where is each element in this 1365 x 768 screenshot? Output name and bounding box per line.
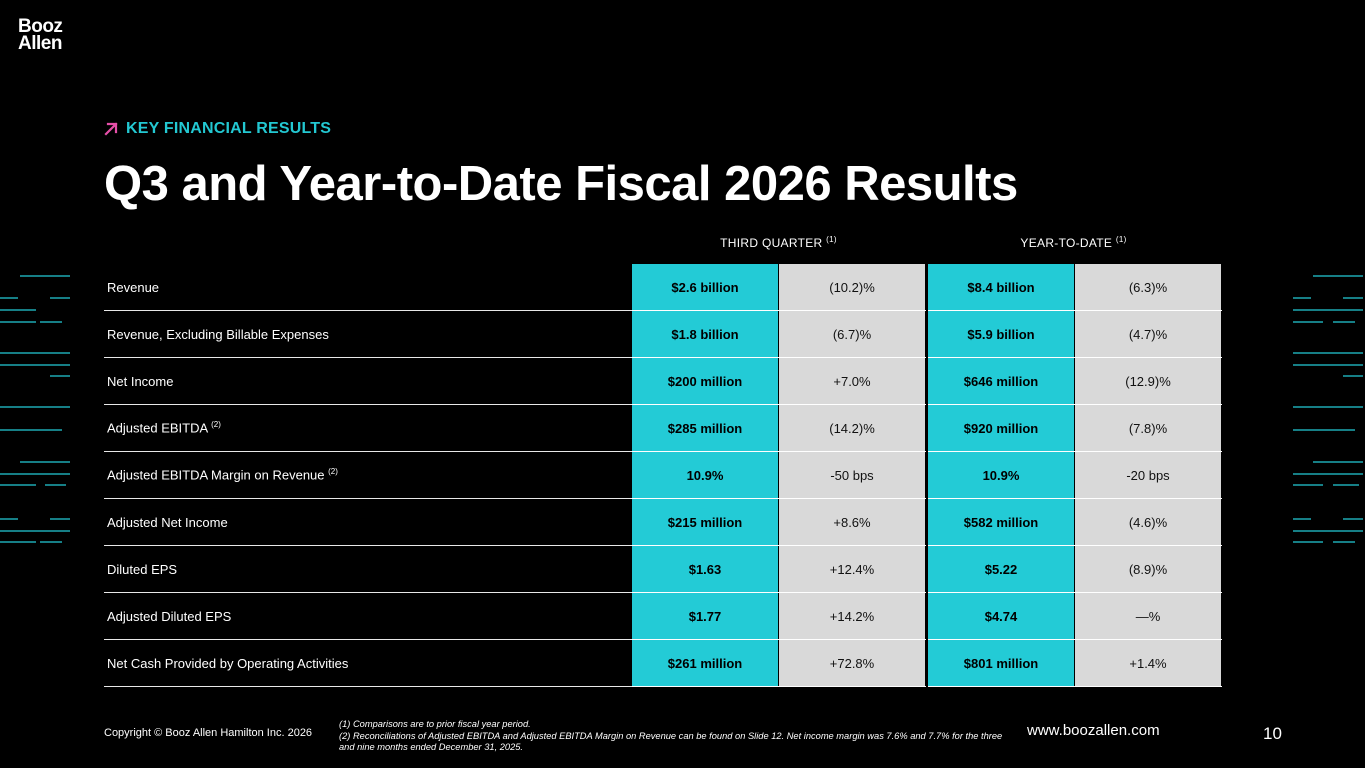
row-label-cell: Net Cash Provided by Operating Activitie… bbox=[104, 639, 632, 687]
year-to-date-change: —% bbox=[1074, 592, 1222, 640]
page-number: 10 bbox=[1263, 724, 1282, 743]
row-label: Revenue bbox=[107, 279, 160, 295]
copyright-notice: Copyright © Booz Allen Hamilton Inc. 202… bbox=[104, 727, 313, 739]
third-quarter-value: $1.8 billion bbox=[632, 310, 779, 358]
year-to-date-value: $5.22 bbox=[928, 545, 1075, 593]
third-quarter-value: 10.9% bbox=[632, 451, 779, 499]
year-to-date-value: $801 million bbox=[928, 639, 1075, 687]
table-row: Adjusted Net Income $215 million +8.6% $582… bbox=[104, 498, 1222, 546]
footnotes: (1) Comparisons are to prior fiscal year… bbox=[339, 719, 1019, 754]
row-label-cell: Adjusted Diluted EPS bbox=[104, 592, 632, 640]
year-to-date-value: $582 million bbox=[928, 498, 1075, 546]
year-to-date-change: (4.7)% bbox=[1074, 310, 1222, 358]
website-link[interactable]: www.boozallen.com bbox=[1027, 722, 1160, 739]
column-header-third-quarter: THIRD QUARTER (1) bbox=[632, 235, 925, 250]
row-label: Net Cash Provided by Operating Activitie… bbox=[107, 655, 349, 671]
column-header-label: YEAR-TO-DATE bbox=[1020, 236, 1113, 250]
third-quarter-change: +8.6% bbox=[778, 498, 926, 546]
logo-line-1: Booz bbox=[18, 16, 63, 37]
third-quarter-value: $1.77 bbox=[632, 592, 779, 640]
row-label: Net Income bbox=[107, 373, 174, 389]
year-to-date-change: (7.8)% bbox=[1074, 404, 1222, 452]
column-gap bbox=[925, 545, 928, 593]
third-quarter-value: $200 million bbox=[632, 357, 779, 405]
year-to-date-change: -20 bps bbox=[1074, 451, 1222, 499]
year-to-date-change: (8.9)% bbox=[1074, 545, 1222, 593]
column-gap bbox=[925, 451, 928, 499]
row-label-cell: Adjusted EBITDA (2) bbox=[104, 404, 632, 452]
row-label-cell: Revenue bbox=[104, 264, 632, 311]
row-label: Adjusted EBITDA Margin on Revenue bbox=[107, 467, 325, 483]
column-gap bbox=[925, 404, 928, 452]
table-row: Net Cash Provided by Operating Activitie… bbox=[104, 639, 1222, 687]
decorative-lines-left bbox=[0, 275, 70, 543]
row-label: Revenue, Excluding Billable Expenses bbox=[107, 326, 329, 342]
column-gap bbox=[925, 357, 928, 405]
column-gap bbox=[925, 264, 928, 311]
year-to-date-change: (6.3)% bbox=[1074, 264, 1222, 311]
year-to-date-change: (12.9)% bbox=[1074, 357, 1222, 405]
column-header-year-to-date: YEAR-TO-DATE (1) bbox=[926, 235, 1221, 250]
third-quarter-value: $1.63 bbox=[632, 545, 779, 593]
row-label-note: (2) bbox=[211, 420, 221, 430]
year-to-date-value: $8.4 billion bbox=[928, 264, 1075, 311]
eyebrow-text: KEY FINANCIAL RESULTS bbox=[126, 120, 332, 137]
year-to-date-value: $646 million bbox=[928, 357, 1075, 405]
third-quarter-change: +72.8% bbox=[778, 639, 926, 687]
column-gap bbox=[925, 310, 928, 358]
column-gap bbox=[925, 498, 928, 546]
row-label: Adjusted Diluted EPS bbox=[107, 608, 232, 624]
row-label-note: (2) bbox=[328, 467, 338, 477]
third-quarter-change: +7.0% bbox=[778, 357, 926, 405]
table-row: Net Income $200 million +7.0% $646 million(… bbox=[104, 357, 1222, 405]
footnote-1: (1) Comparisons are to prior fiscal year… bbox=[339, 719, 531, 729]
column-gap bbox=[925, 639, 928, 687]
table-row: Revenue, Excluding Billable Expenses $1.8… bbox=[104, 310, 1222, 358]
section-eyebrow: KEY FINANCIAL RESULTS bbox=[104, 120, 331, 138]
third-quarter-change: +12.4% bbox=[778, 545, 926, 593]
row-label-cell: Adjusted EBITDA Margin on Revenue (2) bbox=[104, 451, 632, 499]
column-header-note: (1) bbox=[1115, 235, 1127, 244]
column-gap bbox=[925, 592, 928, 640]
year-to-date-value: $920 million bbox=[928, 404, 1075, 452]
third-quarter-value: $2.6 billion bbox=[632, 264, 779, 311]
row-label: Adjusted EBITDA bbox=[107, 420, 208, 436]
year-to-date-change: +1.4% bbox=[1074, 639, 1222, 687]
third-quarter-change: +14.2% bbox=[778, 592, 926, 640]
decorative-lines-right bbox=[1293, 275, 1363, 543]
booz-allen-logo: Booz Allen bbox=[18, 16, 63, 54]
table-row: Revenue $2.6 billion (10.2)% $8.4 billion (6… bbox=[104, 264, 1222, 311]
third-quarter-value: $215 million bbox=[632, 498, 779, 546]
third-quarter-change: -50 bps bbox=[778, 451, 926, 499]
page-title: Q3 and Year-to-Date Fiscal 2026 Results bbox=[104, 157, 1018, 211]
column-header-note: (1) bbox=[826, 235, 837, 244]
year-to-date-change: (4.6)% bbox=[1074, 498, 1222, 546]
year-to-date-value: $4.74 bbox=[928, 592, 1075, 640]
row-label: Adjusted Net Income bbox=[107, 514, 228, 530]
year-to-date-value: $5.9 billion bbox=[928, 310, 1075, 358]
row-label-cell: Revenue, Excluding Billable Expenses bbox=[104, 310, 632, 358]
logo-line-2: Allen bbox=[18, 33, 62, 54]
third-quarter-value: $285 million bbox=[632, 404, 779, 452]
results-table: Revenue $2.6 billion (10.2)% $8.4 billion (6… bbox=[104, 264, 1222, 687]
year-to-date-value: 10.9% bbox=[928, 451, 1075, 499]
table-row: Adjusted EBITDA Margin on Revenue (2) 10.… bbox=[104, 451, 1222, 499]
table-row: Adjusted Diluted EPS $1.77 +14.2% $4.74 —% bbox=[104, 592, 1222, 640]
third-quarter-change: (10.2)% bbox=[778, 264, 926, 311]
row-label-cell: Adjusted Net Income bbox=[104, 498, 632, 546]
row-label: Diluted EPS bbox=[107, 561, 178, 577]
arrow-up-right-icon bbox=[104, 122, 118, 136]
row-label-cell: Net Income bbox=[104, 357, 632, 405]
row-label-cell: Diluted EPS bbox=[104, 545, 632, 593]
table-row: Adjusted EBITDA (2) $285 million (14.2)% $9… bbox=[104, 404, 1222, 452]
third-quarter-value: $261 million bbox=[632, 639, 779, 687]
third-quarter-change: (6.7)% bbox=[778, 310, 926, 358]
third-quarter-change: (14.2)% bbox=[778, 404, 926, 452]
footnote-2: (2) Reconciliations of Adjusted EBITDA a… bbox=[339, 730, 1003, 753]
column-header-label: THIRD QUARTER bbox=[720, 236, 823, 250]
table-row: Diluted EPS $1.63 +12.4% $5.22 (8.9)% bbox=[104, 545, 1222, 593]
